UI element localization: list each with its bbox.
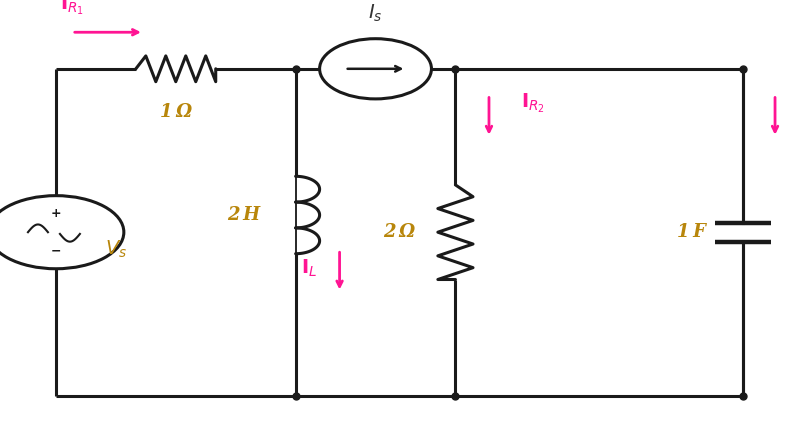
Text: 2 Ω: 2 Ω [384, 223, 415, 241]
Text: 1 Ω: 1 Ω [160, 103, 192, 121]
Text: −: − [50, 245, 62, 258]
Text: 2 H: 2 H [227, 206, 260, 224]
Text: $V_s$: $V_s$ [105, 239, 127, 260]
Text: $I_s$: $I_s$ [368, 2, 383, 24]
Text: $\mathbf{I}_{R_2}$: $\mathbf{I}_{R_2}$ [521, 92, 545, 115]
Text: +: + [50, 207, 62, 220]
Text: $\mathbf{I}_{R_1}$: $\mathbf{I}_{R_1}$ [60, 0, 84, 17]
Text: $\mathbf{I}_L$: $\mathbf{I}_L$ [301, 258, 317, 280]
Text: 1 F: 1 F [677, 223, 706, 241]
